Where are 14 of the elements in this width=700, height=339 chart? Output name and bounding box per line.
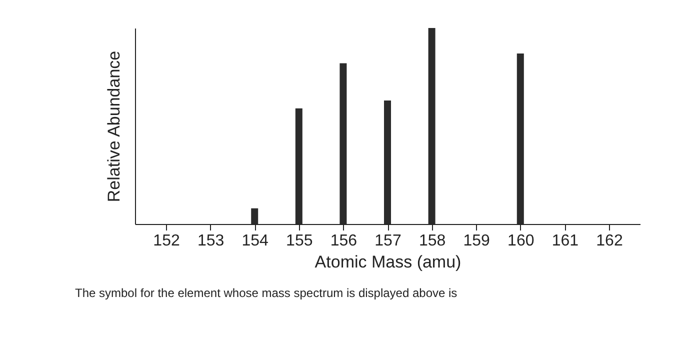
x-axis-title: Atomic Mass (amu) — [314, 252, 462, 272]
x-tick-label: 156 — [330, 232, 358, 250]
x-tick-label: 161 — [552, 232, 579, 250]
x-tick-label: 162 — [596, 232, 623, 250]
x-tick-label: 153 — [197, 232, 224, 250]
x-tick-label: 160 — [508, 232, 534, 250]
x-tick-label: 152 — [153, 232, 180, 250]
x-tick-label: 157 — [374, 232, 402, 250]
x-tick-label: 155 — [286, 232, 313, 250]
x-tick-label: 159 — [463, 232, 490, 250]
x-tick-label: 158 — [418, 232, 446, 250]
text: The symbol for the element whose mass spectrum is displayed above is — [75, 286, 458, 300]
x-tick-label: 154 — [242, 232, 269, 250]
y-axis-title: Relative Abundance — [104, 50, 124, 202]
